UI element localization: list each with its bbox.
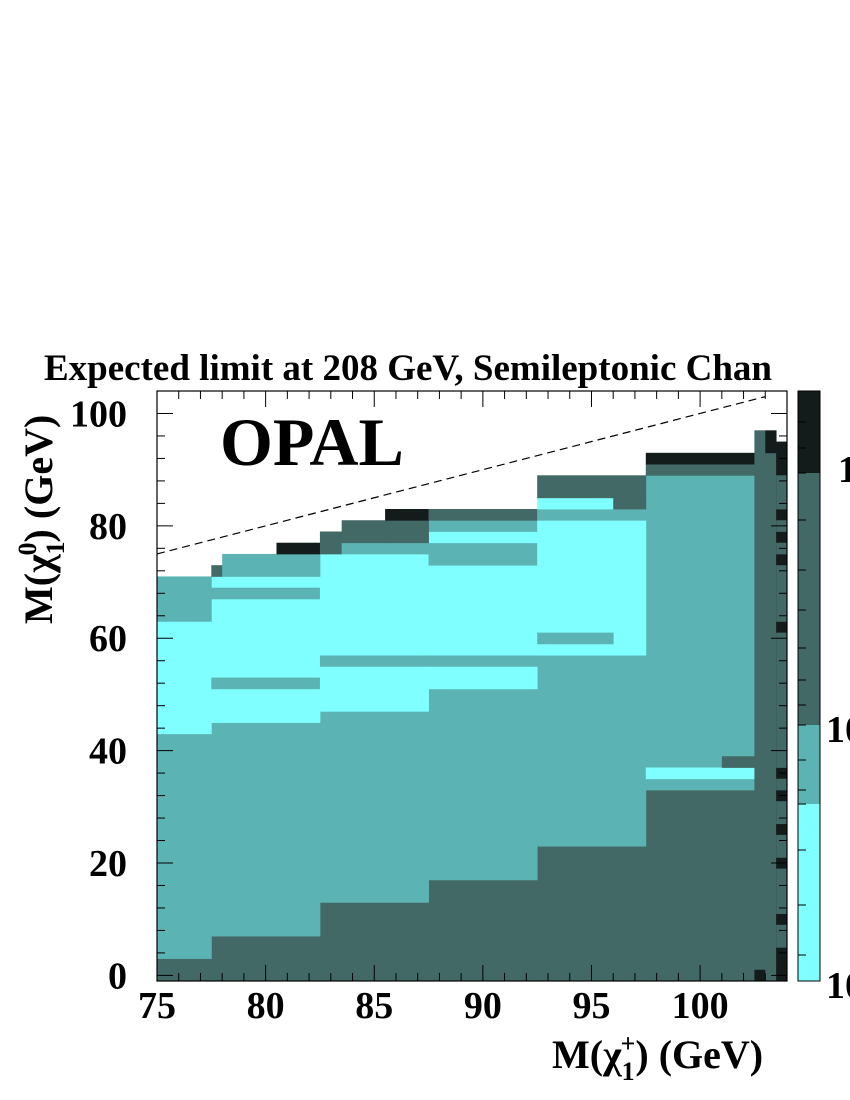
y-axis-label-tail: ) (GeV) <box>16 415 61 543</box>
heatmap-cell <box>319 711 429 903</box>
colorbar-label-mid: 10 <box>826 709 850 751</box>
x-tick-label: 90 <box>464 985 502 1027</box>
heatmap-cell <box>157 587 212 622</box>
colorbar-ticks <box>798 390 806 982</box>
y-tick-label: 80 <box>89 506 127 548</box>
heatmap-cell <box>385 520 429 544</box>
heatmap-cell <box>776 868 788 914</box>
x-tick-labels: 75 80 85 90 95 100 <box>138 985 729 1027</box>
heatmap-cell <box>428 531 538 544</box>
colorbar: 1 10 10 <box>797 390 850 1007</box>
heatmap-cell <box>776 475 788 510</box>
y-axis-label-sub: 1 <box>41 541 70 554</box>
heatmap-cell <box>776 778 788 791</box>
heatmap-cell <box>211 677 321 690</box>
heatmap-cell <box>428 666 538 690</box>
heatmap-cell <box>222 553 321 577</box>
heatmap-cell <box>645 789 755 982</box>
heatmap-cell <box>157 733 212 959</box>
x-tick-label: 75 <box>138 985 176 1027</box>
heatmap-cell <box>211 598 321 723</box>
heatmap-cell <box>765 441 777 982</box>
x-tick-label: 85 <box>355 985 393 1027</box>
heatmap-cell <box>428 655 538 667</box>
chart-title: Expected limit at 208 GeV, Semileptonic … <box>44 348 772 389</box>
heatmap-cell <box>645 464 755 476</box>
heatmap-cell <box>537 846 647 982</box>
x-axis-label: M(χ1+) (GeV) <box>552 1029 763 1086</box>
heatmap-cell <box>537 509 647 521</box>
x-tick-label: 95 <box>572 985 610 1027</box>
y-axis-label-sup: 0 <box>13 542 42 555</box>
heatmap-cell <box>428 520 538 532</box>
heatmap-cell <box>776 834 788 858</box>
heatmap-cell <box>428 509 538 521</box>
x-axis-label-sub: 1 <box>622 1057 635 1086</box>
y-tick-label: 100 <box>70 393 127 435</box>
heatmap-cell <box>428 565 538 656</box>
x-tick-label: 100 <box>672 985 729 1027</box>
heatmap-cell <box>211 722 321 937</box>
heatmap-cell <box>537 497 614 510</box>
y-tick-label: 20 <box>89 843 127 885</box>
colorbar-black <box>798 391 820 473</box>
heatmap-cell <box>776 801 788 825</box>
heatmap-cell <box>157 958 212 982</box>
heatmap-cell <box>319 531 343 555</box>
heatmap-cell <box>754 430 766 971</box>
colorbar-dark <box>798 473 820 725</box>
y-tick-label: 60 <box>89 618 127 660</box>
heatmap-cell <box>319 553 429 656</box>
y-tick-labels: 0 20 40 60 80 100 <box>70 393 127 997</box>
heatmap-cell <box>613 497 647 510</box>
heatmap-cell <box>721 756 755 768</box>
y-tick-label: 0 <box>108 955 127 997</box>
y-axis-label: M(χ10) (GeV) <box>13 415 70 624</box>
heatmap-cell <box>385 509 429 521</box>
heatmap-cell <box>645 767 755 780</box>
heatmap-cell <box>754 969 766 982</box>
heatmap-cell <box>645 475 755 791</box>
heatmap-cell <box>211 587 321 600</box>
heatmap-cell <box>157 621 212 735</box>
heatmap-cell <box>537 475 647 499</box>
heatmap-cell <box>157 576 212 589</box>
heatmap-cell <box>776 924 788 948</box>
colorbar-teal <box>798 725 820 804</box>
heatmap-cell <box>341 542 429 555</box>
heatmap-cell <box>537 632 614 645</box>
heatmap-cell <box>645 452 755 465</box>
heatmap-cell <box>341 520 386 544</box>
colorbar-cyan <box>798 804 820 981</box>
minor-ticks <box>156 390 788 981</box>
y-tick-label: 40 <box>89 731 127 773</box>
colorbar-label-top: 1 <box>838 449 850 491</box>
y-axis-label-main: M(χ <box>16 554 61 624</box>
colorbar-frame <box>797 390 821 982</box>
heatmap-cell <box>765 430 777 454</box>
heatmap-cell <box>776 632 788 768</box>
heatmap-cell <box>428 879 538 982</box>
heatmap-cell <box>319 666 429 712</box>
opal-watermark: OPAL <box>220 404 404 480</box>
heatmap-cell <box>319 655 429 667</box>
heatmap-cell <box>211 565 223 577</box>
x-axis-label-tail: ) (GeV) <box>635 1032 763 1077</box>
heatmap-cell <box>276 542 321 555</box>
x-axis-label-main: M(χ <box>552 1032 622 1077</box>
x-tick-label: 80 <box>247 985 285 1027</box>
kinematic-limit-line <box>156 396 766 555</box>
heatmap-cell <box>428 688 538 881</box>
heatmap-cell <box>428 542 538 566</box>
heatmap-cells <box>157 430 788 982</box>
heatmap-cell <box>537 655 647 847</box>
x-axis-label-sup: + <box>621 1029 636 1058</box>
plot-frame <box>156 390 788 982</box>
colorbar-label-bottom: 10 <box>826 965 850 1007</box>
